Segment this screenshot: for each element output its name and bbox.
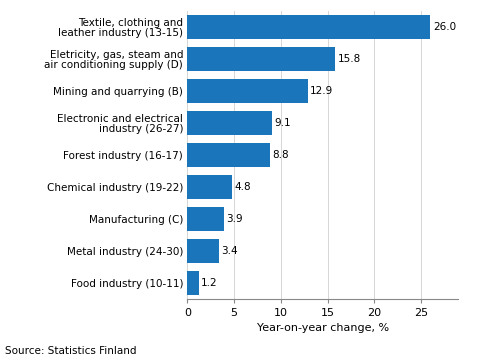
Bar [187,79,308,103]
Bar [187,47,335,71]
Text: 15.8: 15.8 [337,54,361,64]
X-axis label: Year-on-year change, %: Year-on-year change, % [257,323,389,333]
Bar [187,175,232,199]
Text: 9.1: 9.1 [275,118,291,128]
Text: 26.0: 26.0 [433,22,456,32]
Text: 4.8: 4.8 [235,182,251,192]
Bar [187,207,224,231]
Bar [187,15,430,39]
Bar [187,271,199,295]
Text: Source: Statistics Finland: Source: Statistics Finland [5,346,137,356]
Text: 3.9: 3.9 [226,214,243,224]
Text: 3.4: 3.4 [221,246,238,256]
Bar [187,239,219,263]
Bar [187,143,270,167]
Bar [187,111,273,135]
Text: 8.8: 8.8 [272,150,288,160]
Text: 12.9: 12.9 [310,86,334,96]
Text: 1.2: 1.2 [201,278,217,288]
